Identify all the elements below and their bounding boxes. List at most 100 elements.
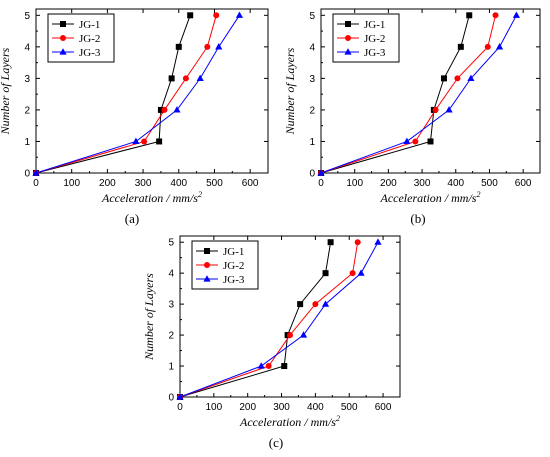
y-tick-label: 1 [309, 137, 315, 148]
chart-panel-a: 0 100 200 300 400 500 600 0 1 2 3 4 5 JG-1 JG-2 JG-3 Num… [0, 8, 269, 226]
data-point-jg-1 [157, 106, 164, 113]
x-tick-label: 0 [33, 178, 39, 189]
data-point-jg-2 [182, 75, 189, 82]
data-point-jg-1 [440, 75, 447, 82]
legend-label: JG-2 [223, 260, 244, 272]
data-point-jg-2 [204, 43, 211, 50]
series-line-jg-2 [179, 242, 359, 398]
plot-frame [320, 8, 541, 174]
x-tick-label: 300 [414, 178, 431, 189]
x-tick-label: 400 [447, 178, 464, 189]
data-point-jg-2 [287, 332, 293, 339]
data-point-jg-3 [512, 11, 521, 18]
data-point-jg-2 [454, 75, 461, 82]
y-tick-label: 0 [309, 169, 315, 180]
data-point-jg-1 [457, 43, 464, 50]
legend-label: JG-2 [79, 33, 100, 45]
y-tick-label: 0 [168, 393, 174, 404]
y-axis-label: Number of Layers [283, 47, 297, 135]
data-point-jg-3 [196, 74, 204, 81]
data-point-jg-2 [161, 106, 168, 113]
data-point-jg-3 [357, 269, 365, 276]
data-point-jg-2 [354, 239, 361, 246]
y-tick-label: 2 [168, 331, 174, 342]
data-point-jg-1 [322, 270, 329, 277]
x-tick-label: 500 [341, 402, 358, 413]
data-point-jg-3 [445, 106, 453, 113]
data-point-jg-3 [215, 43, 223, 50]
series-line-jg-3 [35, 15, 240, 174]
x-tick-label: 200 [99, 178, 116, 189]
y-tick-label: 2 [24, 105, 30, 116]
data-point-jg-3 [173, 106, 181, 113]
legend-label: JG-1 [223, 246, 244, 258]
legend-label: JG-3 [364, 47, 386, 59]
series-line-jg-3 [179, 241, 379, 398]
data-point-jg-2 [312, 301, 319, 308]
data-point-jg-1 [327, 239, 334, 246]
x-axis-label: Acceleration / mm/s2 [101, 190, 202, 205]
y-axis-label: Number of Layers [0, 47, 12, 135]
panel-caption: (a) [125, 211, 139, 226]
plot-frame [179, 235, 401, 398]
data-point-jg-1 [281, 363, 288, 370]
data-point-jg-2 [484, 43, 491, 50]
y-tick-label: 5 [168, 238, 174, 249]
x-tick-label: 400 [307, 402, 324, 413]
data-point-jg-1 [297, 301, 304, 308]
series-line-jg-1 [320, 15, 470, 174]
x-tick-label: 200 [380, 178, 397, 189]
data-point-jg-3 [321, 300, 330, 307]
data-point-jg-1 [466, 12, 473, 19]
y-tick-label: 4 [24, 42, 30, 53]
data-point-jg-2 [213, 12, 220, 19]
chart-panel-b: 0 100 200 300 400 500 600 0 1 2 3 4 5 JG-1 JG-2 JG-3 Num… [283, 8, 541, 226]
series-line-jg-1 [179, 242, 332, 398]
data-point-jg-3 [495, 43, 504, 50]
series-line-jg-3 [320, 15, 517, 174]
y-tick-label: 1 [168, 362, 174, 373]
y-tick-label: 0 [24, 169, 30, 180]
y-tick-label: 3 [309, 74, 315, 85]
legend-marker [59, 48, 67, 55]
data-point-jg-2 [492, 12, 499, 19]
x-tick-label: 500 [206, 178, 223, 189]
data-point-jg-2 [432, 106, 439, 113]
x-tick-label: 300 [135, 178, 152, 189]
data-point-jg-3 [374, 238, 382, 245]
y-tick-label: 1 [24, 137, 30, 148]
legend-marker [204, 248, 210, 254]
y-tick-label: 3 [24, 74, 30, 85]
legend-marker [345, 35, 351, 41]
x-tick-label: 400 [170, 178, 187, 189]
x-tick-label: 600 [375, 402, 392, 413]
data-point-jg-3 [32, 169, 40, 176]
data-point-jg-3 [176, 393, 184, 400]
x-tick-label: 600 [515, 178, 532, 189]
x-axis-label: Acceleration / mm/s2 [380, 190, 481, 205]
x-tick-label: 300 [273, 402, 290, 413]
data-point-jg-1 [175, 43, 182, 50]
data-point-jg-3 [132, 137, 140, 145]
x-tick-label: 600 [242, 178, 259, 189]
data-point-jg-1 [427, 138, 434, 145]
data-point-jg-1 [156, 138, 163, 145]
x-tick-label: 0 [177, 402, 183, 413]
x-tick-label: 500 [481, 178, 498, 189]
legend-marker [204, 262, 210, 268]
data-point-jg-3 [235, 11, 244, 18]
y-tick-label: 4 [168, 269, 174, 280]
x-tick-label: 0 [318, 178, 324, 189]
data-point-jg-1 [187, 12, 194, 19]
series-line-jg-1 [35, 15, 191, 174]
legend-marker [344, 48, 352, 55]
x-tick-label: 200 [239, 402, 256, 413]
data-point-jg-3 [299, 331, 308, 338]
data-point-jg-2 [141, 138, 148, 145]
y-tick-label: 5 [24, 11, 30, 22]
data-point-jg-2 [265, 363, 272, 370]
legend-marker [60, 21, 66, 27]
series-line-jg-2 [320, 15, 497, 174]
plot-frame [35, 8, 269, 174]
